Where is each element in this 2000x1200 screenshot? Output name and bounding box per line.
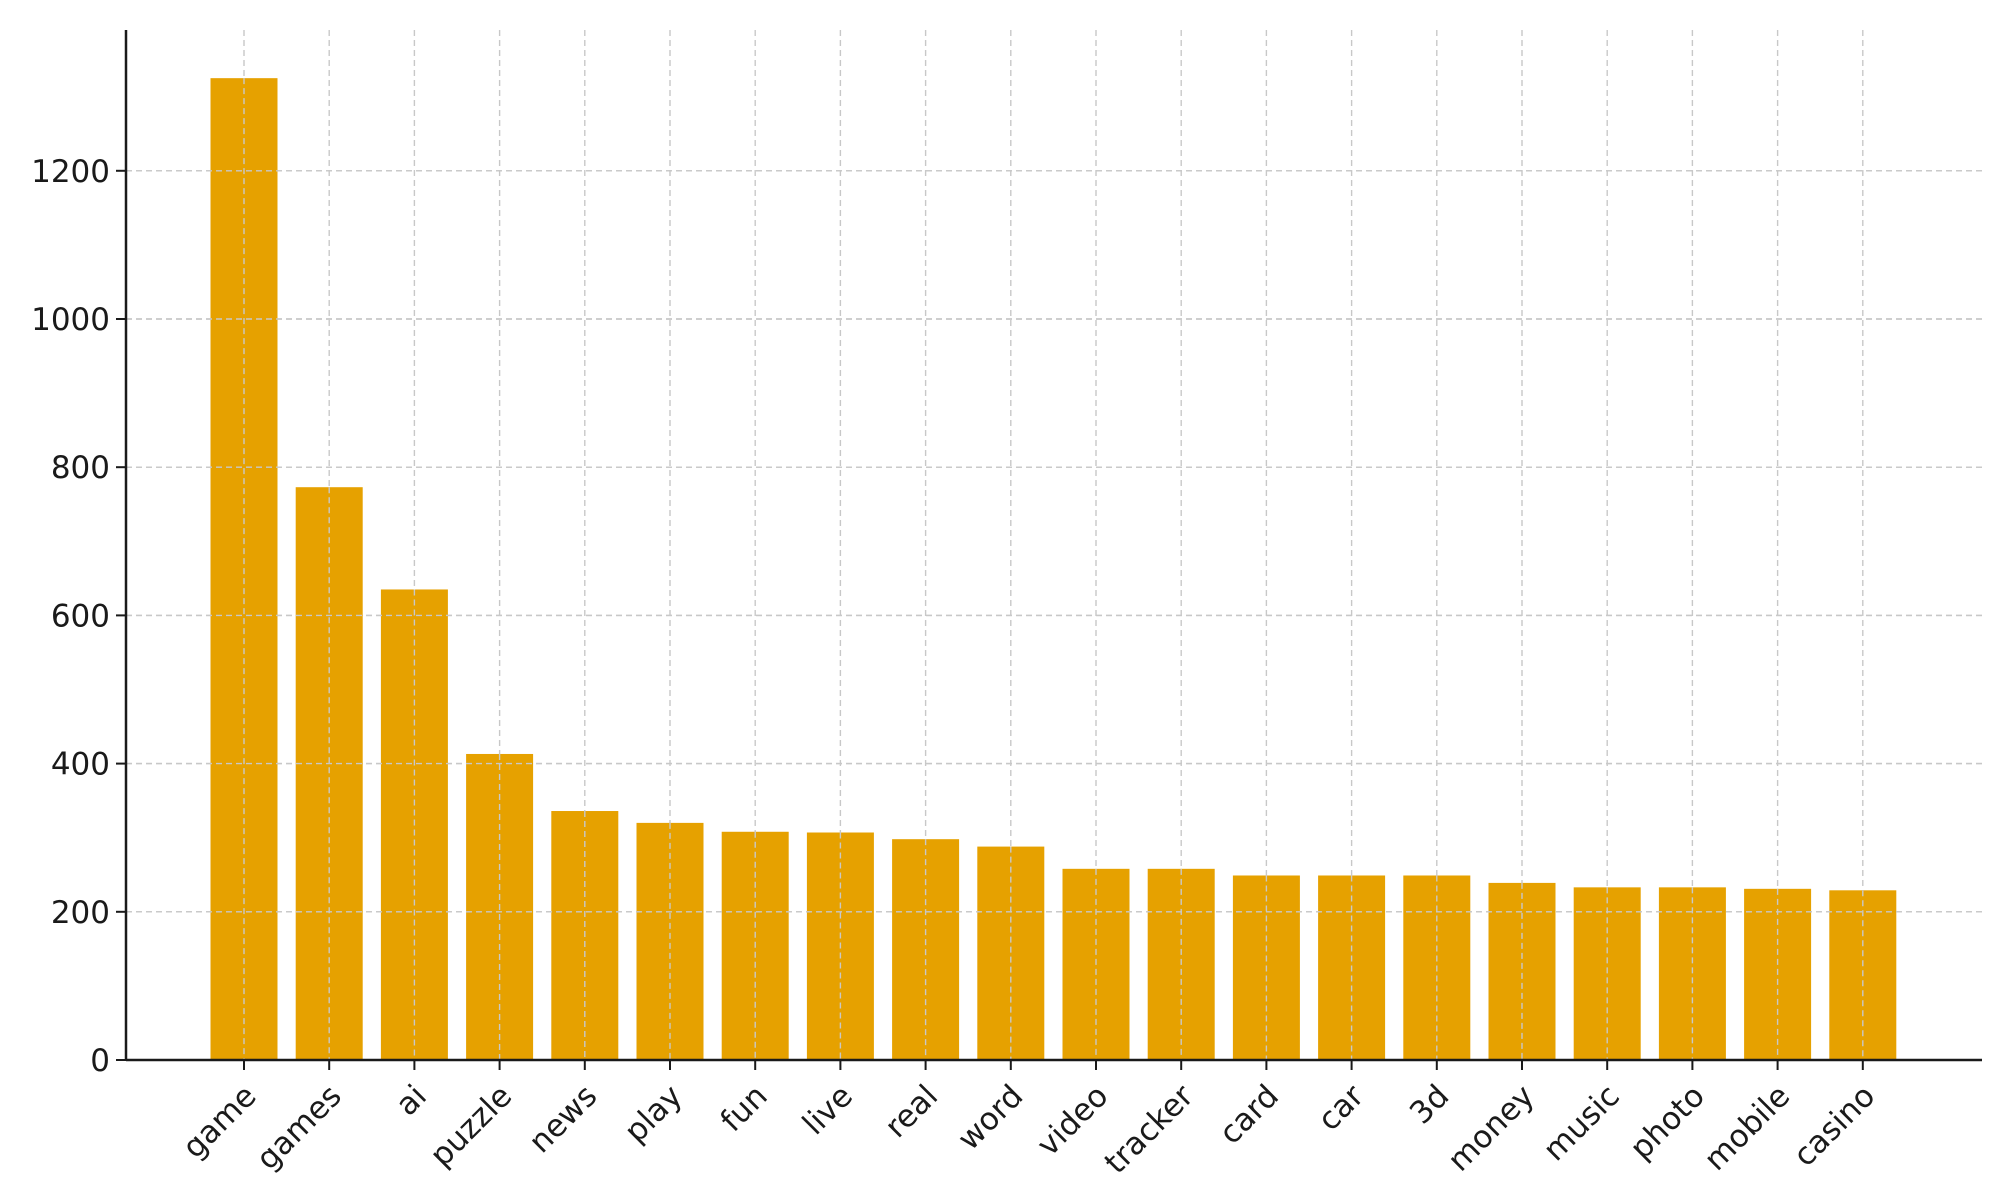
x-tick-label-real: real xyxy=(878,1078,945,1145)
x-tick-label-car: car xyxy=(1311,1078,1371,1138)
x-tick-label-word: word xyxy=(951,1078,1030,1157)
grid-layer xyxy=(126,30,1982,1060)
y-tick-label: 400 xyxy=(51,747,110,783)
y-tick-label: 800 xyxy=(51,450,110,486)
x-tick-label-music: music xyxy=(1536,1078,1626,1168)
y-tick-label: 200 xyxy=(51,895,110,931)
bar-play xyxy=(636,822,704,1060)
x-tick-label-live: live xyxy=(796,1078,860,1142)
x-tick-label-mobile: mobile xyxy=(1697,1078,1797,1178)
y-tick-label: 1200 xyxy=(31,154,110,190)
y-tick-label: 0 xyxy=(90,1043,110,1079)
x-tick-label-games: games xyxy=(250,1078,349,1177)
y-tick-label: 600 xyxy=(51,598,110,634)
x-tick-label-3d: 3d xyxy=(1403,1078,1456,1131)
x-tick-label-casino: casino xyxy=(1787,1078,1883,1174)
x-tick-label-play: play xyxy=(618,1078,690,1150)
x-tick-label-news: news xyxy=(522,1078,604,1160)
x-tick-label-card: card xyxy=(1212,1078,1285,1151)
axes-layer xyxy=(124,30,1982,1062)
x-tick-label-fun: fun xyxy=(714,1078,775,1139)
x-tick-label-puzzle: puzzle xyxy=(423,1078,519,1174)
bars-layer xyxy=(126,78,1982,1061)
x-tick-label-money: money xyxy=(1441,1078,1542,1179)
x-tick-label-tracker: tracker xyxy=(1098,1078,1201,1181)
y-tick-label: 1000 xyxy=(31,302,110,338)
x-tick-label-ai: ai xyxy=(389,1078,434,1123)
